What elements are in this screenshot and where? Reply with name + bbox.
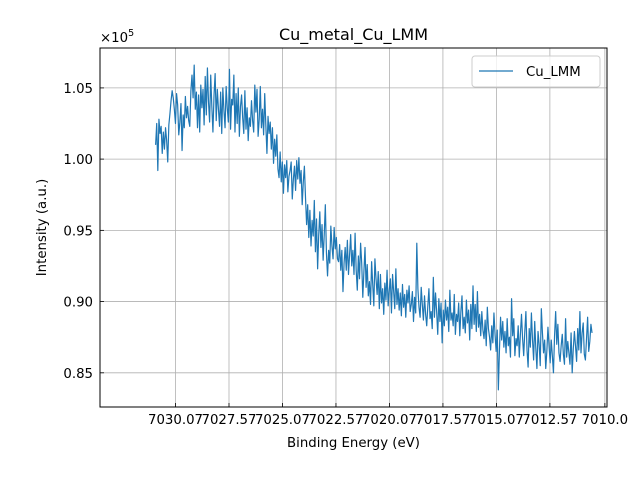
grid: [100, 48, 607, 407]
legend-label-cu-lmm: Cu_LMM: [526, 65, 581, 80]
x-tick-label: 7020.07: [362, 413, 417, 428]
x-tick-label: 7012.57: [522, 413, 577, 428]
legend-box: [471, 55, 601, 88]
y-tick-label: 0.85: [63, 367, 93, 382]
legend: Cu_LMM: [471, 55, 601, 88]
x-tick-label: 7015.07: [469, 413, 524, 428]
y-axis-label: Intensity (a.u.): [35, 179, 50, 277]
y-tick-label: 1.05: [63, 82, 93, 97]
y-axis-multiplier-base: ×10: [100, 31, 128, 46]
x-tick-label: 7030.07: [148, 413, 203, 428]
x-tick-label: 7010.0: [582, 413, 629, 428]
chart-title: Cu_metal_Cu_LMM: [279, 25, 428, 45]
axes-frame: [99, 47, 608, 408]
x-tick-label: 7017.57: [415, 413, 470, 428]
y-axis-ticks: 0.85 0.90 0.95 1.00 1.05: [63, 82, 104, 382]
x-axis-label: Binding Energy (eV): [287, 436, 420, 451]
y-tick-label: 0.95: [63, 224, 93, 239]
series-line-cu-lmm: [155, 64, 593, 391]
x-tick-label: 7025.07: [255, 413, 310, 428]
y-axis-multiplier: ×105: [100, 28, 134, 46]
x-tick-label: 7027.57: [201, 413, 256, 428]
x-axis-ticks: 7030.077027.577025.077022.577020.077017.…: [148, 403, 628, 428]
y-tick-label: 0.90: [63, 296, 93, 311]
y-tick-label: 1.00: [63, 153, 93, 168]
plot-area: [155, 64, 593, 391]
x-tick-label: 7022.57: [308, 413, 363, 428]
y-axis-multiplier-exponent: 5: [128, 28, 134, 39]
